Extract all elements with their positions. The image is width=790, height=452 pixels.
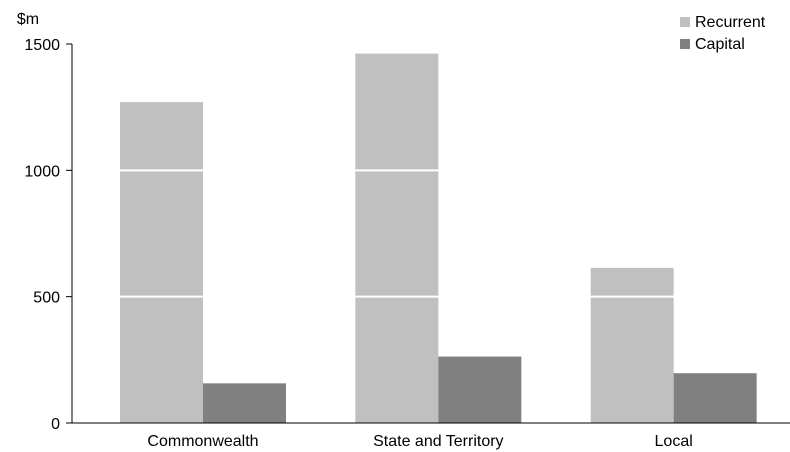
bar-recurrent-state-and-territory	[355, 53, 439, 424]
bar-capital-state-and-territory	[438, 356, 522, 423]
y-axis-unit-label: $m	[17, 11, 39, 28]
category-label-commonwealth: Commonwealth	[147, 433, 258, 450]
category-label-state-and-territory: State and Territory	[373, 433, 503, 450]
legend: Recurrent Capital	[680, 14, 766, 53]
bar-capital-commonwealth	[203, 383, 286, 423]
bar-recurrent-commonwealth	[120, 102, 203, 423]
bar-gridlines	[120, 169, 757, 298]
y-tick-label-500: 500	[33, 290, 60, 307]
bar-recurrent-local	[590, 267, 674, 423]
legend-label-recurrent: Recurrent	[695, 14, 766, 31]
y-tick-label-0: 0	[51, 416, 60, 433]
legend-label-capital: Capital	[695, 36, 745, 53]
bar-capital-local	[673, 373, 757, 423]
axes: Commonwealth State and Territory Local 0 500…	[24, 37, 790, 450]
bars-layer	[120, 53, 757, 424]
legend-swatch-capital	[680, 39, 690, 49]
y-tick-label-1000: 1000	[24, 163, 60, 180]
category-label-local: Local	[655, 433, 693, 450]
y-tick-label-1500: 1500	[24, 37, 60, 54]
legend-swatch-recurrent	[680, 17, 690, 27]
